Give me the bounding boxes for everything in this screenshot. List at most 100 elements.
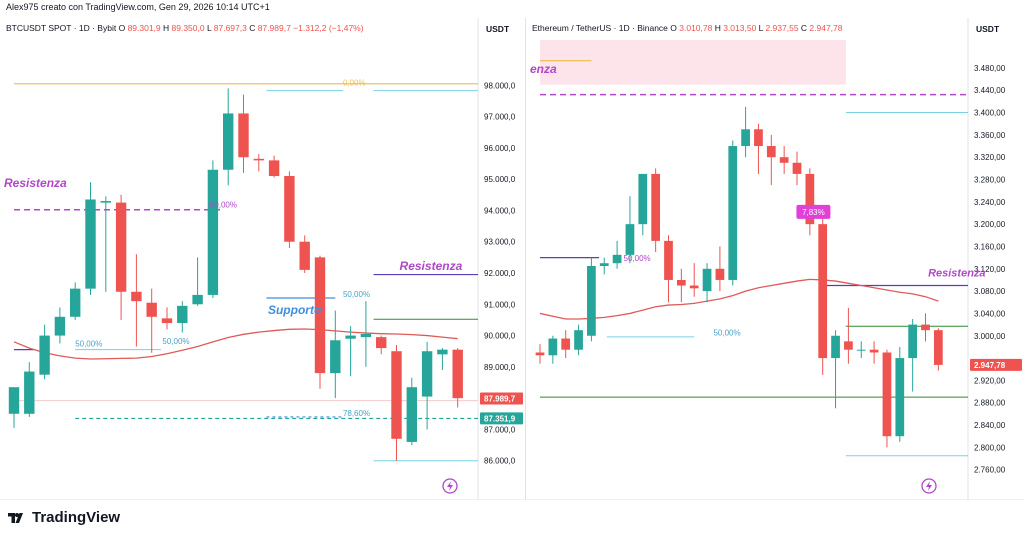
chart-ethusdt[interactable]: Ethereum / TetherUS · 1D · Binance O 3.0… [526, 18, 1024, 500]
candle-body [207, 169, 219, 295]
candle-body [268, 160, 280, 177]
candle-body [869, 349, 879, 353]
y-tick-label: 89.000,0 [484, 363, 516, 372]
price-tag-label: 87.351,9 [484, 414, 516, 423]
legend-part: L [207, 23, 214, 33]
ohlc-legend: BTCUSDT SPOT · 1D · Bybit O 89.301,9 H 8… [6, 23, 364, 33]
y-tick-label: 97.000,0 [484, 113, 516, 122]
candle-body [754, 129, 763, 147]
chart-btcusdt[interactable]: BTCUSDT SPOT · 1D · Bybit O 89.301,9 H 8… [0, 18, 526, 500]
y-tick-label: 90.000,0 [484, 332, 516, 341]
candle-body [831, 335, 840, 359]
candle-body [69, 288, 81, 317]
candle-body [882, 352, 892, 437]
candle-body [574, 330, 583, 350]
candle-body [24, 371, 35, 414]
y-tick-label: 3.080,00 [974, 287, 1006, 296]
resistance-zone [540, 40, 846, 85]
candle-body [192, 294, 203, 305]
bolt-glyph [926, 481, 932, 491]
tradingview-logo[interactable]: TradingView [8, 509, 120, 526]
candle-body [921, 324, 930, 331]
y-tick-label: 3.320,00 [974, 153, 1006, 162]
candle-body [908, 324, 918, 359]
price-tag [970, 358, 1022, 371]
annotation-label: 50,00% [210, 201, 237, 210]
candle-body [715, 268, 725, 280]
price-tag-label: 87.989,7 [484, 394, 516, 403]
annotation-label: 50,00% [75, 339, 102, 348]
legend-part: O [670, 23, 679, 33]
candle-body [146, 302, 157, 317]
y-tick-label: 3.440,00 [974, 86, 1006, 95]
currency-label: USDT [486, 24, 510, 34]
y-tick-label: 2.840,00 [974, 421, 1006, 430]
candle-body [115, 202, 127, 292]
candle-body [100, 201, 112, 203]
candle-body [625, 224, 635, 255]
y-tick-label: 96.000,0 [484, 144, 516, 153]
legend-part: BTCUSDT SPOT · 1D · Bybit [6, 23, 119, 33]
legend-part: 3.013,50 [723, 23, 758, 33]
candle-body [299, 241, 310, 270]
candle-body [222, 113, 234, 170]
candle-body [437, 349, 448, 355]
annotation-label: 0,00% [343, 79, 366, 88]
annotation-label: Supporto [268, 303, 321, 317]
y-tick-label: 2.920,00 [974, 376, 1006, 385]
candle-body [452, 349, 463, 399]
y-tick-label: 3.360,00 [974, 131, 1006, 140]
candle-body [844, 341, 853, 350]
candle-body [406, 387, 418, 442]
candle-body [238, 113, 249, 158]
candle-body [360, 334, 372, 338]
y-tick-label: 93.000,0 [484, 238, 516, 247]
candle-body [638, 173, 648, 225]
candle-body [375, 337, 387, 349]
candle-body [131, 291, 142, 302]
percent-flag-label: 7,83% [802, 208, 825, 217]
legend-part: H [715, 23, 724, 33]
candle-body [39, 335, 50, 375]
price-tag [480, 412, 523, 425]
annotation-label: 50,00% [713, 328, 740, 337]
candle-body [345, 335, 356, 339]
legend-part: −1.312,2 (−1,47%) [293, 23, 364, 33]
candle-body [818, 224, 828, 359]
candle-body [177, 305, 188, 324]
candle-body [741, 129, 750, 147]
legend-part: Ethereum / TetherUS · 1D · Binance [532, 23, 670, 33]
legend-part: 2.947,78 [809, 23, 842, 33]
currency-label: USDT [976, 24, 1000, 34]
y-tick-label: 2.880,00 [974, 399, 1006, 408]
y-tick-label: 91.000,0 [484, 300, 516, 309]
candle-body [779, 157, 789, 163]
candle-body [161, 318, 173, 324]
candle-body [421, 351, 433, 397]
btc-chart-canvas[interactable]: BTCUSDT SPOT · 1D · Bybit O 89.301,9 H 8… [0, 18, 525, 500]
candle-body [728, 146, 738, 280]
legend-part: H [163, 23, 172, 33]
y-tick-label: 3.240,00 [974, 198, 1006, 207]
candle-body [933, 330, 943, 365]
candle-body [548, 338, 558, 356]
moving-average-line [13, 328, 458, 360]
y-tick-label: 95.000,0 [484, 175, 516, 184]
candle-body [587, 266, 596, 336]
candle-body [391, 351, 402, 439]
y-tick-label: 3.400,00 [974, 109, 1006, 118]
eth-chart-canvas[interactable]: Ethereum / TetherUS · 1D · Binance O 3.0… [526, 18, 1024, 500]
y-tick-label: 3.120,00 [974, 265, 1006, 274]
candle-body [8, 387, 20, 414]
y-tick-label: 98.000,0 [484, 81, 516, 90]
candle-body [651, 173, 661, 241]
y-tick-label: 3.280,00 [974, 176, 1006, 185]
annotation-label: 78,60% [343, 409, 370, 418]
candle-body [561, 338, 571, 350]
candle-body [856, 349, 866, 351]
candle-body [330, 340, 341, 374]
y-tick-label: 3.040,00 [974, 309, 1006, 318]
y-tick-label: 3.480,00 [974, 64, 1006, 73]
candle-body [535, 352, 545, 356]
candle-body [766, 146, 776, 158]
